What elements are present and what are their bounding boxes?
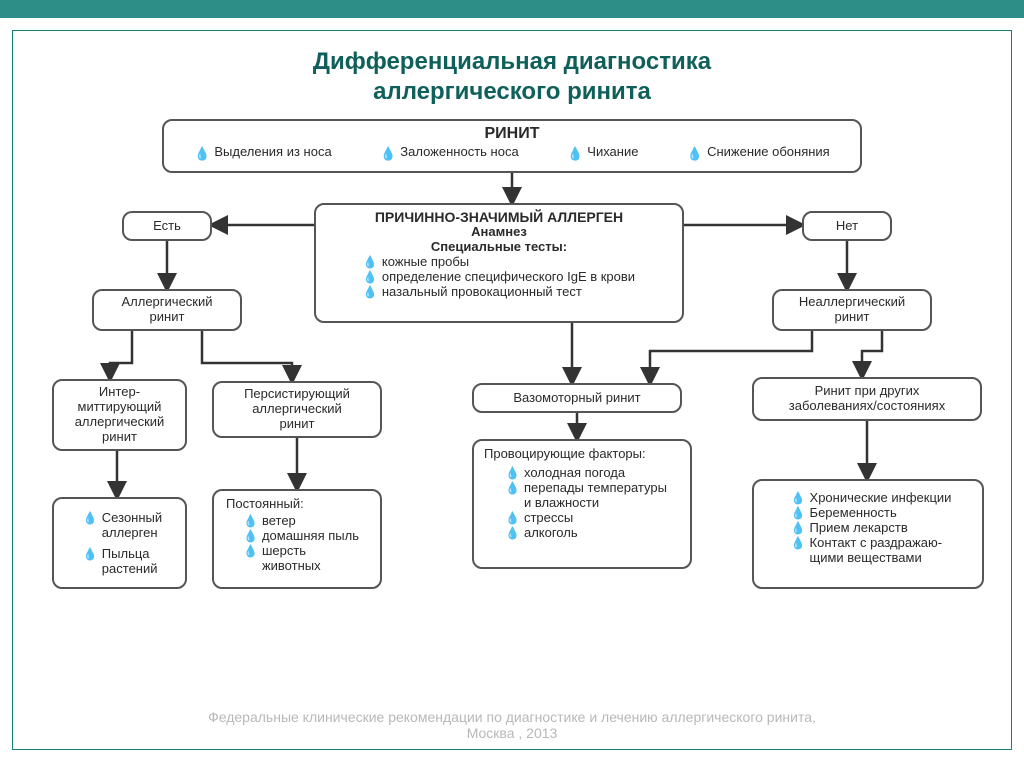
- title-line-1: Дифференциальная диагностика: [313, 48, 711, 75]
- rhinit-symptoms: 💧Выделения из носа 💧Заложенность носа 💧Чих…: [170, 145, 854, 160]
- node-chronic: 💧Хронические инфекции💧Беременность💧Прием…: [752, 479, 984, 589]
- allergen-test-1: 💧определение специфического IgE в крови: [363, 270, 635, 285]
- provoke-item-1: 💧перепады температуры и влажности: [505, 481, 667, 511]
- node-rhinit: РИНИТ 💧Выделения из носа 💧Заложенность нос…: [162, 119, 862, 173]
- chronic-items: 💧Хронические инфекции💧Беременность💧Прием…: [791, 491, 952, 566]
- rhinit-symptom-1: 💧Заложенность носа: [380, 145, 519, 160]
- seasonal-items: 💧Сезонный аллерген 💧Пыльца растений: [83, 511, 162, 583]
- provoke-items: 💧холодная погода💧перепады температуры и …: [505, 466, 667, 541]
- slide-frame: Дифференциальная диагностика аллергическ…: [12, 30, 1012, 750]
- flowchart-canvas: РИНИТ 💧Выделения из носа 💧Заложенность нос…: [32, 119, 992, 679]
- node-constant: Постоянный: 💧ветер💧домашняя пыль💧шерсть ж…: [212, 489, 382, 589]
- node-provoke: Провоцирующие факторы: 💧холодная погода💧п…: [472, 439, 692, 569]
- allergen-test-2: 💧назальный провокационный тест: [363, 285, 635, 300]
- node-inter: Интер- миттирующий аллергический ринит: [52, 379, 187, 451]
- page-title: Дифференциальная диагностика аллергическ…: [23, 47, 1001, 107]
- allergen-tests: 💧кожные пробы💧определение специфического…: [363, 255, 635, 300]
- chronic-item-0: 💧Хронические инфекции: [791, 491, 952, 506]
- seasonal-item-0: 💧Сезонный аллерген: [83, 511, 162, 541]
- constant-items: 💧ветер💧домашняя пыль💧шерсть животных: [243, 514, 359, 574]
- chronic-item-3: 💧Контакт с раздражаю- щими веществами: [791, 536, 952, 566]
- edge-nonallerg_r-other: [862, 331, 882, 377]
- allergen-title: ПРИЧИННО-ЗНАЧИМЫЙ АЛЛЕРГЕН: [322, 209, 676, 225]
- allergen-sub2: Специальные тесты:: [322, 240, 676, 255]
- constant-item-1: 💧домашняя пыль: [243, 529, 359, 544]
- allergen-sub1: Анамнез: [322, 225, 676, 240]
- node-nonallerg_r: Неаллергический ринит: [772, 289, 932, 331]
- node-allerg_r: Аллергический ринит: [92, 289, 242, 331]
- node-vasomot: Вазомоторный ринит: [472, 383, 682, 413]
- constant-item-0: 💧ветер: [243, 514, 359, 529]
- header-bar: [0, 0, 1024, 18]
- seasonal-item-1: 💧Пыльца растений: [83, 547, 162, 577]
- constant-title: Постоянный:: [226, 497, 374, 512]
- provoke-item-3: 💧алкоголь: [505, 526, 667, 541]
- provoke-title: Провоцирующие факторы:: [484, 447, 684, 462]
- edge-allerg_r-persist: [202, 331, 292, 381]
- node-no: Нет: [802, 211, 892, 241]
- edge-allerg_r-inter: [110, 331, 132, 379]
- footer-citation: Федеральные клинические рекомендации по …: [13, 709, 1011, 741]
- node-rhinit-title: РИНИТ: [170, 125, 854, 143]
- node-other: Ринит при других заболеваниях/состояниях: [752, 377, 982, 421]
- footer-line-2: Москва , 2013: [467, 725, 558, 741]
- provoke-item-2: 💧стрессы: [505, 511, 667, 526]
- edge-nonallerg_r-vasomot: [650, 331, 812, 383]
- footer-line-1: Федеральные клинические рекомендации по …: [208, 709, 816, 725]
- node-allergen: ПРИЧИННО-ЗНАЧИМЫЙ АЛЛЕРГЕНАнамнезСпециал…: [314, 203, 684, 323]
- provoke-item-0: 💧холодная погода: [505, 466, 667, 481]
- rhinit-symptom-3: 💧Снижение обоняния: [687, 145, 830, 160]
- node-yes: Есть: [122, 211, 212, 241]
- chronic-item-2: 💧Прием лекарств: [791, 521, 952, 536]
- chronic-item-1: 💧Беременность: [791, 506, 952, 521]
- title-line-2: аллергического ринита: [373, 78, 651, 105]
- rhinit-symptom-2: 💧Чихание: [567, 145, 638, 160]
- node-seasonal: 💧Сезонный аллерген 💧Пыльца растений: [52, 497, 187, 589]
- allergen-test-0: 💧кожные пробы: [363, 255, 635, 270]
- constant-item-2: 💧шерсть животных: [243, 544, 359, 574]
- node-persist: Персистирующий аллергический ринит: [212, 381, 382, 438]
- rhinit-symptom-0: 💧Выделения из носа: [194, 145, 331, 160]
